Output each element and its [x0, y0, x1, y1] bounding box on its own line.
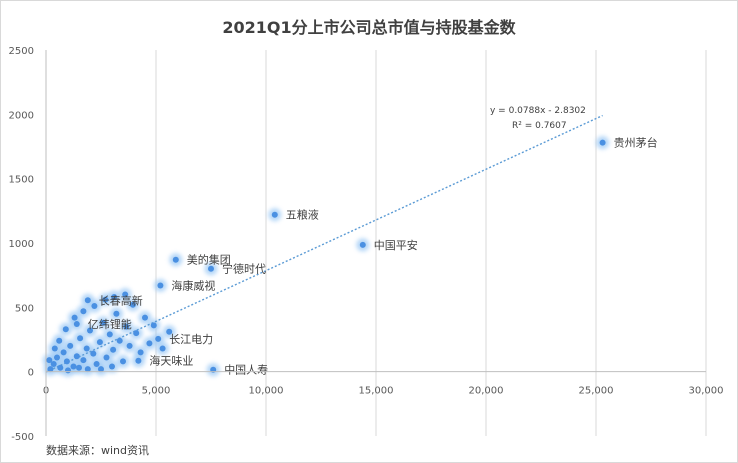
data-point [84, 366, 91, 373]
data-point [67, 342, 74, 349]
data-point [111, 294, 118, 301]
data-point [113, 310, 120, 317]
point-label: 宁德时代 [222, 262, 266, 276]
data-point [142, 314, 148, 321]
data-point [133, 330, 140, 337]
data-points [46, 139, 606, 374]
point-label: 亿纬锂能 [88, 317, 132, 331]
y-tick-label: 2500 [9, 46, 34, 57]
data-point [90, 350, 97, 357]
y-tick-label: 1500 [9, 175, 34, 186]
data-point [73, 353, 80, 360]
data-point [62, 326, 69, 333]
data-point [80, 357, 87, 364]
source-note: 数据来源：wind资讯 [46, 444, 150, 457]
data-point [51, 345, 58, 352]
data-point [77, 335, 84, 342]
data-point [47, 366, 54, 373]
y-tick-label: 2000 [9, 110, 34, 121]
data-point [129, 301, 136, 308]
data-point [83, 345, 90, 352]
data-point [359, 241, 366, 248]
point-label: 中国平安 [374, 238, 418, 252]
y-tick-label: 1000 [9, 239, 34, 250]
data-point [96, 339, 103, 346]
point-label: 五粮液 [286, 208, 319, 222]
data-point [150, 322, 157, 329]
data-point [63, 358, 70, 365]
x-tick-label: 30,000 [689, 386, 724, 397]
data-point [137, 349, 144, 356]
point-label: 贵州茅台 [614, 136, 658, 150]
data-point [57, 364, 64, 371]
point-label: 海康威视 [171, 278, 215, 292]
data-point [71, 314, 78, 321]
data-point [172, 256, 179, 263]
point-labels: 贵州茅台五粮液中国平安美的集团宁德时代海康威视长春高新亿纬锂能长江电力海天味业中… [88, 136, 658, 377]
x-tick-label: 5,000 [142, 386, 171, 397]
data-point [122, 291, 129, 298]
x-tick-label: 25,000 [579, 386, 614, 397]
data-point [155, 335, 162, 342]
data-point [271, 211, 278, 218]
data-point [50, 360, 57, 367]
point-label: 长春高新 [99, 293, 143, 307]
x-tick-label: 10,000 [249, 386, 284, 397]
data-point [80, 308, 87, 315]
data-point [157, 282, 164, 289]
data-point [54, 354, 60, 361]
x-tick-label: 15,000 [359, 386, 394, 397]
data-point [109, 363, 115, 370]
point-glows [42, 136, 610, 377]
data-point [166, 328, 173, 335]
data-point [56, 337, 63, 344]
trendline-equation: y = 0.0788x - 2.8302 [490, 106, 586, 116]
data-point [93, 360, 100, 367]
data-point [159, 345, 166, 352]
data-point [87, 327, 93, 334]
data-point [91, 303, 98, 310]
x-tick-label: 20,000 [469, 386, 504, 397]
grid [155, 50, 707, 436]
point-label: 海天味业 [149, 354, 193, 368]
data-point [120, 358, 126, 365]
data-point [106, 331, 113, 338]
data-point [102, 296, 109, 303]
y-tick-label: 500 [15, 303, 34, 314]
data-point [599, 139, 606, 146]
point-label: 美的集团 [187, 253, 231, 267]
data-point [73, 321, 80, 328]
data-point [110, 346, 117, 353]
data-point [84, 297, 91, 304]
data-point [116, 337, 123, 344]
trendline: y = 0.0788x - 2.8302 R² = 0.7607 [45, 106, 603, 373]
data-point [98, 366, 104, 373]
axes: 0 5,000 10,000 15,000 20,000 25,000 30,000 -500… [9, 46, 724, 443]
data-point [208, 265, 214, 272]
point-label: 长江电力 [169, 333, 213, 346]
point-label: 中国人寿 [224, 363, 268, 377]
data-point [46, 357, 53, 364]
data-point [123, 323, 130, 330]
data-point [100, 319, 107, 326]
y-tick-label: 0 [28, 368, 34, 379]
y-tick-label: -500 [11, 432, 34, 443]
data-point [65, 367, 71, 374]
trendline-path [45, 114, 603, 373]
trendline-r2: R² = 0.7607 [512, 121, 567, 131]
data-point [126, 342, 133, 349]
chart-title: 2021Q1分上市公司总市值与持股基金数 [222, 18, 516, 37]
data-point [76, 364, 82, 371]
data-point [135, 357, 142, 364]
data-point [103, 354, 110, 361]
data-point [146, 340, 153, 347]
data-point [70, 363, 77, 370]
data-point [60, 349, 67, 356]
